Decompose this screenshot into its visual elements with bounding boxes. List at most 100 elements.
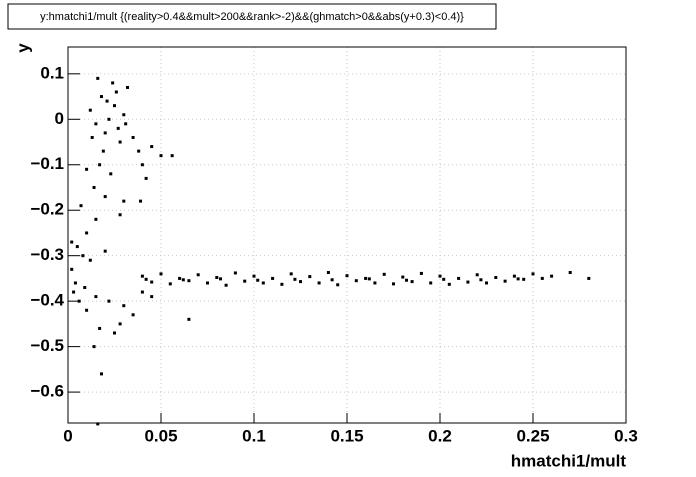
point [587,276,591,280]
plot-frame [67,46,627,424]
point [568,271,572,275]
x-tick-label: 0.1 [242,426,266,445]
point [144,277,148,281]
point [79,204,83,208]
point [139,199,143,203]
point [126,85,130,89]
y-tick-label: 0.1 [40,63,64,82]
point [336,283,340,287]
point [92,185,96,189]
point [503,279,507,283]
x-tick-label: 0.25 [516,426,549,445]
point [550,274,554,278]
point [118,213,122,217]
point [113,331,116,335]
point [140,163,144,167]
point [429,281,433,285]
point [122,304,126,308]
point [479,278,483,282]
point [118,140,122,144]
point [116,126,120,130]
point [345,274,349,278]
point [137,149,141,153]
point [113,104,116,108]
point [438,274,442,278]
point [206,281,209,285]
point [373,281,377,285]
y-tick-label: −0.3 [30,245,64,264]
point [70,267,74,271]
point [466,280,470,284]
point [475,273,479,277]
point [85,167,89,171]
point [252,274,256,278]
x-tick-label: 0.3 [614,426,638,445]
point [114,90,118,94]
point [90,135,94,139]
point [299,280,302,284]
point [103,131,107,135]
point [94,295,98,299]
x-tick-label: 0 [63,426,72,445]
point [405,278,409,282]
y-tick-label: −0.4 [30,291,64,310]
point [367,277,371,281]
chart-title: y:hmatchi1/mult {(reality>0.4&&mult>200&… [40,11,464,23]
point [364,276,368,280]
point [382,272,386,276]
point [233,271,237,275]
point [187,317,191,321]
point [140,290,144,294]
point [111,81,115,85]
point [118,322,122,326]
point [94,122,98,126]
point [88,258,92,262]
point [224,283,228,287]
point [419,271,423,275]
point [150,295,154,299]
point [485,281,488,285]
point [140,274,144,278]
point [96,76,100,80]
point [72,290,76,294]
point [187,279,191,283]
point [243,279,247,283]
point [494,276,498,280]
y-tick-label: −0.2 [30,200,64,219]
point [98,163,102,167]
point [159,154,163,158]
point [131,135,135,139]
point [92,345,96,349]
point [219,277,223,281]
point [85,231,89,235]
point [107,299,111,303]
point [103,249,107,253]
point [215,276,219,280]
point [150,280,154,284]
y-tick-label: −0.6 [30,382,64,401]
point [330,278,334,282]
point [271,276,275,280]
point [516,277,520,281]
point [522,277,526,281]
point [124,122,128,126]
point [107,117,111,121]
point [99,372,103,376]
point [94,217,98,221]
y-axis-label: y [13,43,32,53]
y-tick-label: −0.5 [30,336,64,355]
point [326,271,330,275]
x-tick-label: 0.15 [330,426,363,445]
point [101,149,105,153]
point [77,299,81,303]
point [88,108,92,112]
point [401,275,405,279]
point [392,282,395,286]
point [81,254,85,258]
point [109,172,113,176]
point [531,272,535,276]
point [196,273,200,277]
point [103,195,107,199]
x-axis-label: hmatchi1/mult [511,451,627,470]
